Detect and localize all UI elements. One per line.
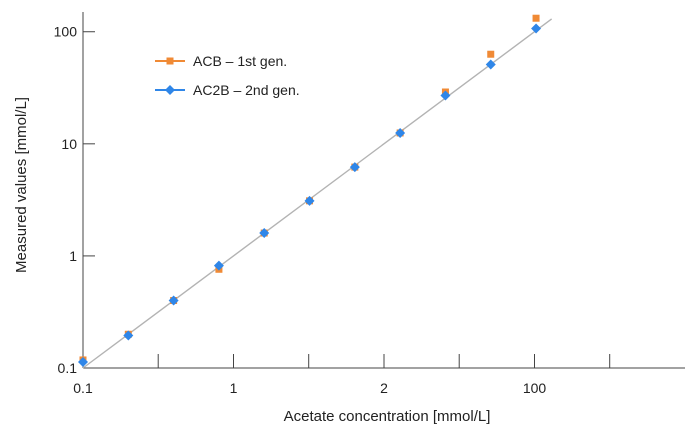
ac2b-point bbox=[259, 228, 270, 239]
ac2b-point bbox=[304, 195, 315, 206]
y-tick-label: 10 bbox=[61, 136, 77, 152]
ac2b-point bbox=[395, 127, 406, 138]
ac2b-point bbox=[440, 90, 451, 101]
x-tick-label: 2 bbox=[380, 380, 388, 396]
ac2b-point bbox=[349, 162, 360, 173]
legend: ACB – 1st gen. AC2B – 2nd gen. bbox=[155, 53, 300, 98]
y-axis-title: Measured values [mmol/L] bbox=[13, 97, 30, 273]
y-tick-label: 1 bbox=[69, 248, 77, 264]
ac2b-point bbox=[485, 59, 496, 70]
acb-point bbox=[487, 50, 495, 58]
legend-label: ACB – 1st gen. bbox=[193, 53, 287, 69]
ac2b-point bbox=[78, 357, 88, 368]
ac2b-point bbox=[123, 330, 134, 341]
acb-point bbox=[532, 14, 540, 22]
ac2b-point bbox=[168, 295, 179, 306]
points-layer bbox=[78, 14, 542, 368]
legend-label: AC2B – 2nd gen. bbox=[193, 82, 300, 98]
legend-marker bbox=[165, 85, 175, 95]
ac2b-point bbox=[213, 260, 224, 271]
ac2b-point bbox=[531, 23, 542, 34]
x-tick-label: 0.1 bbox=[73, 380, 93, 396]
x-axis-title: Acetate concentration [mmol/L] bbox=[284, 408, 491, 425]
axes-layer: 0.1 1 2 100 0.1 1 10 100 bbox=[54, 12, 685, 396]
y-tick-label: 0.1 bbox=[58, 360, 78, 376]
x-tick-label: 1 bbox=[230, 380, 238, 396]
reference-line-layer bbox=[82, 18, 553, 369]
y-tick-label: 100 bbox=[54, 24, 78, 40]
identity-line bbox=[82, 18, 553, 369]
x-tick-label: 100 bbox=[523, 380, 547, 396]
legend-marker bbox=[166, 57, 174, 65]
